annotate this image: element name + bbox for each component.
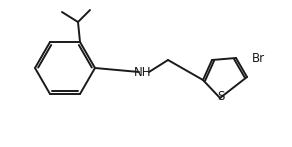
Text: NH: NH (134, 66, 152, 78)
Text: S: S (217, 91, 225, 103)
Text: Br: Br (252, 51, 265, 65)
